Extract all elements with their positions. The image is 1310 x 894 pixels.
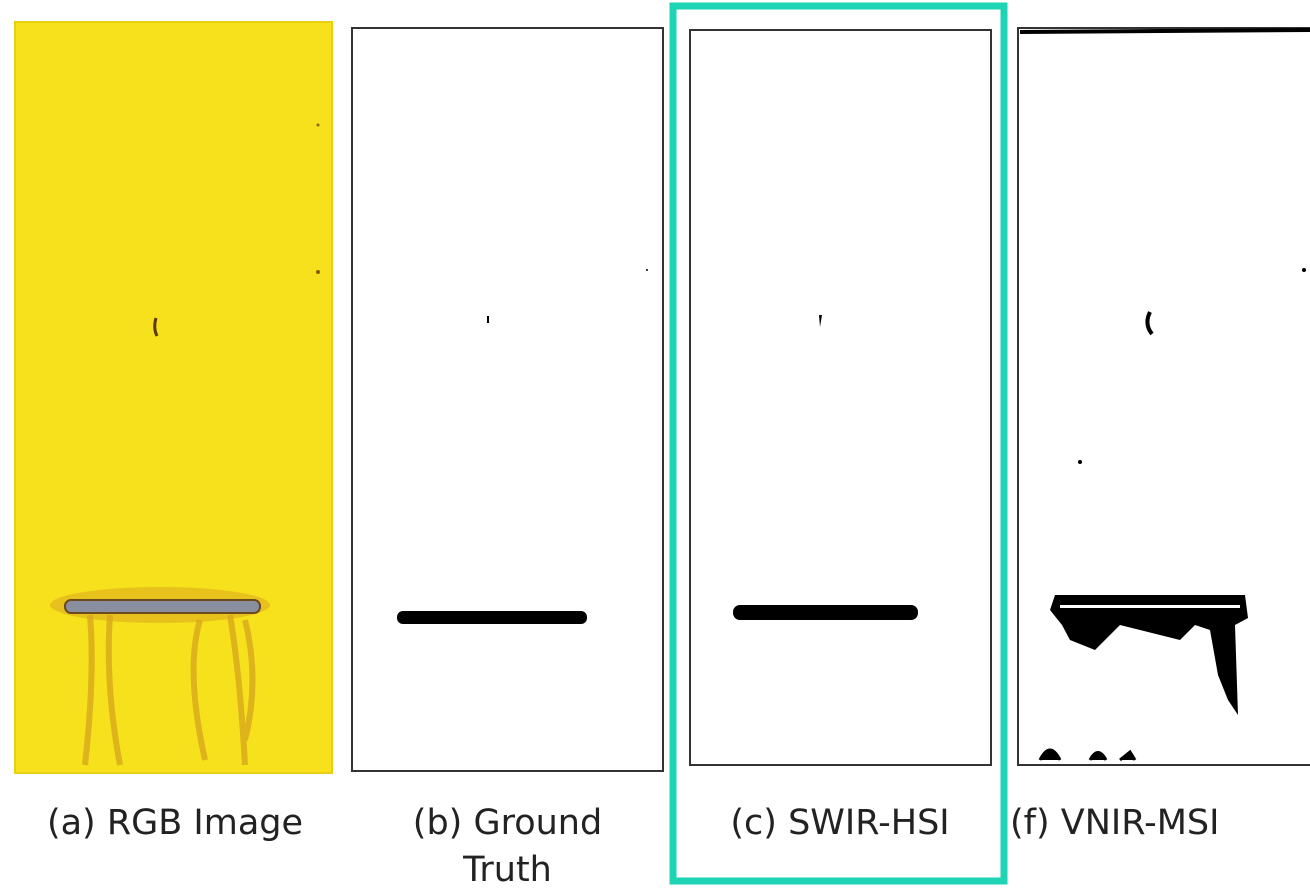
- panel-caption: (a) RGB Image: [10, 800, 340, 847]
- panel-caption: (c) SWIR-HSI: [680, 800, 1000, 847]
- swir-hsi-mask: [673, 6, 1004, 881]
- vnir-msi-mask: [1018, 28, 1310, 765]
- ground-truth-mask: [352, 28, 663, 771]
- figure: (a) RGB Image (b) Ground Truth (c) SWIR-…: [0, 0, 1310, 891]
- rgb-image: [15, 22, 332, 773]
- panel-caption: (f) VNIR-MSI: [1010, 800, 1310, 847]
- figure-panels: [0, 0, 1310, 891]
- panel-caption: (b) Ground Truth: [385, 800, 630, 894]
